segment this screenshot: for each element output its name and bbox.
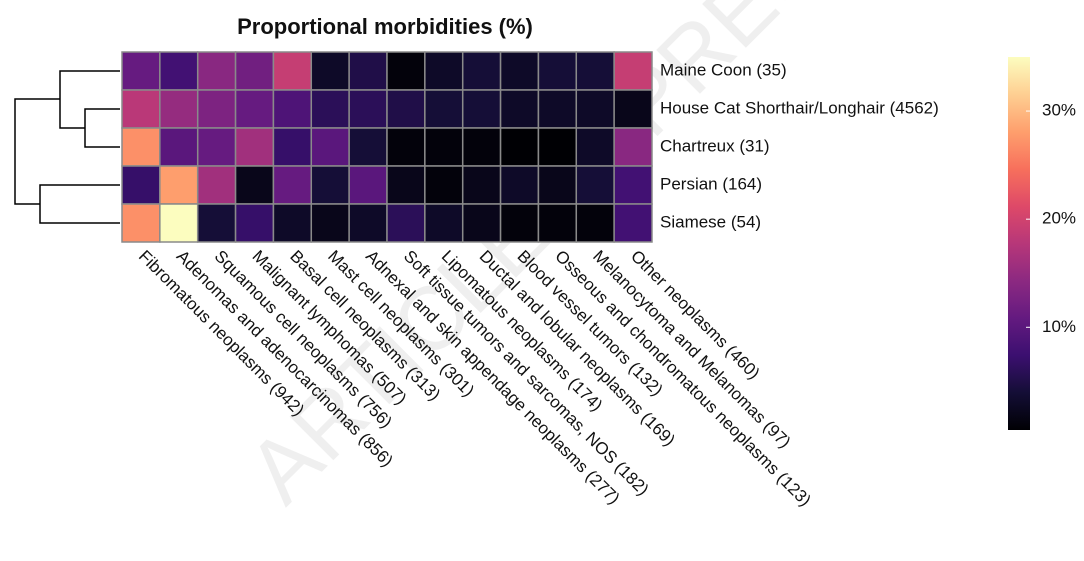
- colorbar: [1008, 57, 1030, 430]
- heatmap-cell: [537, 165, 578, 205]
- heatmap-cell: [234, 165, 275, 205]
- row-label: Maine Coon (35): [660, 60, 787, 79]
- heatmap-cell: [272, 51, 313, 91]
- heatmap-cell: [575, 51, 615, 91]
- heatmap-cell: [121, 89, 161, 129]
- heatmap-cell: [159, 89, 199, 129]
- heatmap-cell: [121, 203, 161, 243]
- heatmap-cell: [386, 89, 426, 129]
- heatmap-cell: [234, 203, 275, 243]
- heatmap-cell: [461, 89, 502, 129]
- heatmap-cell: [348, 127, 388, 167]
- heatmap-cell: [575, 89, 615, 129]
- heatmap-cell: [310, 127, 350, 167]
- heatmap-cell: [499, 203, 540, 243]
- heatmap-cell: [424, 165, 464, 205]
- heatmap-cell: [461, 203, 502, 243]
- heatmap-cell: [348, 203, 388, 243]
- heatmap-cell: [613, 127, 653, 167]
- heatmap-cell: [575, 165, 615, 205]
- heatmap-cell: [348, 89, 388, 129]
- heatmap-cell: [575, 127, 615, 167]
- dendrogram: [14, 70, 120, 224]
- heatmap-cell: [159, 203, 199, 243]
- heatmap-cell: [348, 165, 388, 205]
- heatmap-cell: [424, 51, 464, 91]
- heatmap-cell: [159, 165, 199, 205]
- heatmap-cell: [234, 89, 275, 129]
- heatmap-cell: [537, 203, 578, 243]
- heatmap-cell: [461, 165, 502, 205]
- heatmap-cell: [386, 127, 426, 167]
- heatmap-cell: [499, 51, 540, 91]
- colorbar-tick-label: 20%: [1042, 209, 1076, 228]
- chart-title: Proportional morbidities (%): [237, 14, 533, 39]
- row-label: Persian (164): [660, 174, 762, 193]
- heatmap-cell: [159, 51, 199, 91]
- heatmap-cell: [196, 89, 237, 129]
- heatmap-cell: [310, 203, 350, 243]
- row-label: Siamese (54): [660, 212, 761, 231]
- heatmap-cell: [499, 165, 540, 205]
- heatmap-cell: [499, 127, 540, 167]
- heatmap-cell: [386, 51, 426, 91]
- heatmap-cell: [121, 127, 161, 167]
- heatmap-cell: [196, 127, 237, 167]
- row-label: Chartreux (31): [660, 136, 770, 155]
- heatmap-cell: [196, 203, 237, 243]
- colorbar-tick-label: 10%: [1042, 317, 1076, 336]
- heatmap-cell: [121, 165, 161, 205]
- heatmap-cell: [461, 127, 502, 167]
- heatmap-cell: [537, 51, 578, 91]
- heatmap-cell: [386, 165, 426, 205]
- heatmap-cell: [424, 127, 464, 167]
- heatmap-cell: [196, 51, 237, 91]
- row-label: House Cat Shorthair/Longhair (4562): [660, 98, 939, 117]
- heatmap-cell: [613, 203, 653, 243]
- heatmap-cell: [272, 165, 313, 205]
- heatmap-cell: [310, 165, 350, 205]
- heatmap-cell: [159, 127, 199, 167]
- heatmap-cell: [575, 203, 615, 243]
- heatmap-cell: [272, 89, 313, 129]
- heatmap-cell: [386, 203, 426, 243]
- heatmap-cell: [196, 165, 237, 205]
- heatmap-cell: [310, 89, 350, 129]
- heatmap-cell: [461, 51, 502, 91]
- heatmap-cell: [272, 127, 313, 167]
- heatmap-cell: [499, 89, 540, 129]
- heatmap-cell: [613, 89, 653, 129]
- heatmap-cell: [121, 51, 161, 91]
- heatmap-cell: [613, 51, 653, 91]
- heatmap-cell: [234, 127, 275, 167]
- heatmap-cell: [424, 203, 464, 243]
- colorbar-tick-label: 30%: [1042, 101, 1076, 120]
- heatmap-cell: [348, 51, 388, 91]
- heatmap-cell: [272, 203, 313, 243]
- heatmap-cell: [310, 51, 350, 91]
- heatmap-cell: [537, 89, 578, 129]
- heatmap-cell: [234, 51, 275, 91]
- heatmap-cell: [537, 127, 578, 167]
- heatmap-cell: [613, 165, 653, 205]
- heatmap-cell: [424, 89, 464, 129]
